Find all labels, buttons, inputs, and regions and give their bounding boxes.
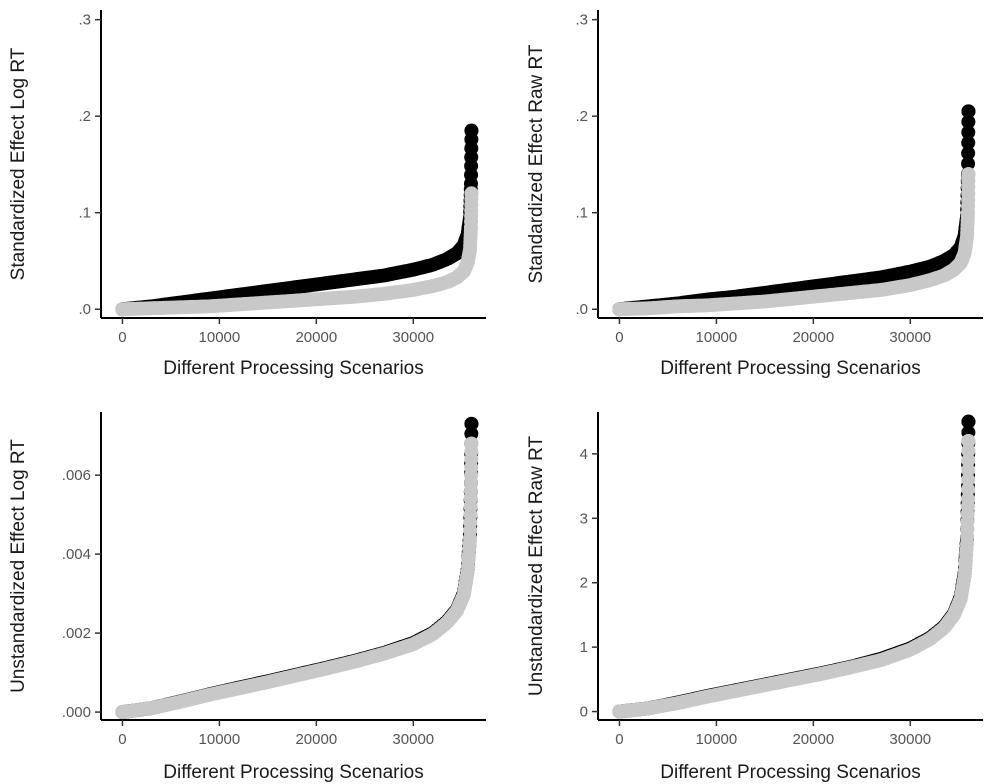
- data-point: [464, 426, 479, 441]
- x-tick-label: 20000: [295, 329, 337, 346]
- data-point: [464, 192, 479, 207]
- y-axis-title: Standardized Effect Log RT: [8, 47, 29, 280]
- panel-bottom-left: .000 .002 .004 .006 0 10000 20000 30000 Differen…: [8, 412, 486, 783]
- data-point: [960, 209, 975, 224]
- y-tick-label: .1: [78, 205, 91, 222]
- y-tick-label: .000: [62, 704, 91, 721]
- y-tick-label: 4: [580, 446, 588, 463]
- data-point: [959, 542, 974, 557]
- data-point: [961, 433, 976, 448]
- series-gray-points: [115, 186, 479, 317]
- x-tick-label: 0: [118, 329, 126, 346]
- series-gray-points: [612, 167, 976, 317]
- data-point: [464, 132, 479, 147]
- panel-top-right: .0 .1 .2 .3 0 10000 20000 30000 Different Proces…: [526, 10, 983, 379]
- data-point: [961, 443, 976, 458]
- x-tick-label: 20000: [792, 329, 834, 346]
- y-tick-label: .3: [575, 12, 588, 29]
- series-gray-points: [612, 433, 976, 719]
- x-tick-label: 30000: [889, 329, 931, 346]
- x-tick-label: 0: [118, 731, 126, 748]
- y-tick-label: .2: [78, 108, 91, 125]
- panel-bottom-right: 0 1 2 3 4 0 10000 20000 30000 Different Processin…: [526, 412, 983, 783]
- data-point: [462, 536, 477, 551]
- y-tick-label: .3: [78, 12, 91, 29]
- x-axis-title: Different Processing Scenarios: [660, 762, 921, 783]
- y-tick-label: .002: [62, 625, 91, 642]
- data-point: [961, 482, 976, 497]
- data-point: [961, 173, 976, 188]
- series-gray-points: [115, 436, 479, 720]
- x-tick-label: 10000: [696, 731, 738, 748]
- data-point: [961, 104, 976, 119]
- y-tick-label: 2: [580, 575, 588, 592]
- x-tick-label: 20000: [792, 731, 834, 748]
- y-tick-label: .0: [575, 301, 588, 318]
- data-point: [464, 444, 479, 459]
- data-point: [961, 472, 976, 487]
- panel-top-left: .0 .1 .2 .3 0 10000 20000 30000 Different Proces…: [8, 10, 486, 379]
- y-tick-label: .0: [78, 301, 91, 318]
- x-axis-title: Different Processing Scenarios: [660, 358, 921, 379]
- x-tick-label: 20000: [295, 731, 337, 748]
- data-point: [961, 414, 976, 429]
- y-tick-label: .004: [62, 546, 91, 563]
- x-tick-label: 10000: [696, 329, 738, 346]
- data-point: [961, 462, 976, 477]
- y-axis-title: Standardized Effect Raw RT: [526, 44, 547, 283]
- x-axis-title: Different Processing Scenarios: [163, 762, 424, 783]
- x-tick-label: 10000: [199, 731, 241, 748]
- data-point: [961, 135, 976, 150]
- data-point: [961, 156, 976, 171]
- data-point: [961, 114, 976, 129]
- y-tick-label: .2: [575, 108, 588, 125]
- y-axis-title: Unstandardized Effect Log RT: [8, 439, 29, 693]
- x-axis-title: Different Processing Scenarios: [163, 358, 424, 379]
- x-tick-label: 10000: [199, 329, 241, 346]
- y-tick-label: 3: [580, 510, 588, 527]
- data-point: [464, 416, 479, 431]
- data-point: [463, 491, 478, 506]
- y-tick-label: .1: [575, 205, 588, 222]
- y-tick-label: 1: [580, 639, 588, 656]
- x-tick-label: 30000: [392, 329, 434, 346]
- y-axis-title: Unstandardized Effect Raw RT: [526, 436, 547, 697]
- x-tick-label: 0: [615, 731, 623, 748]
- data-point: [960, 499, 975, 514]
- data-point: [961, 125, 976, 140]
- y-tick-label: .006: [62, 467, 91, 484]
- data-point: [961, 453, 976, 468]
- y-tick-label: 0: [580, 704, 588, 721]
- data-point: [961, 146, 976, 161]
- x-tick-label: 0: [615, 329, 623, 346]
- x-tick-label: 30000: [889, 731, 931, 748]
- x-tick-label: 30000: [392, 731, 434, 748]
